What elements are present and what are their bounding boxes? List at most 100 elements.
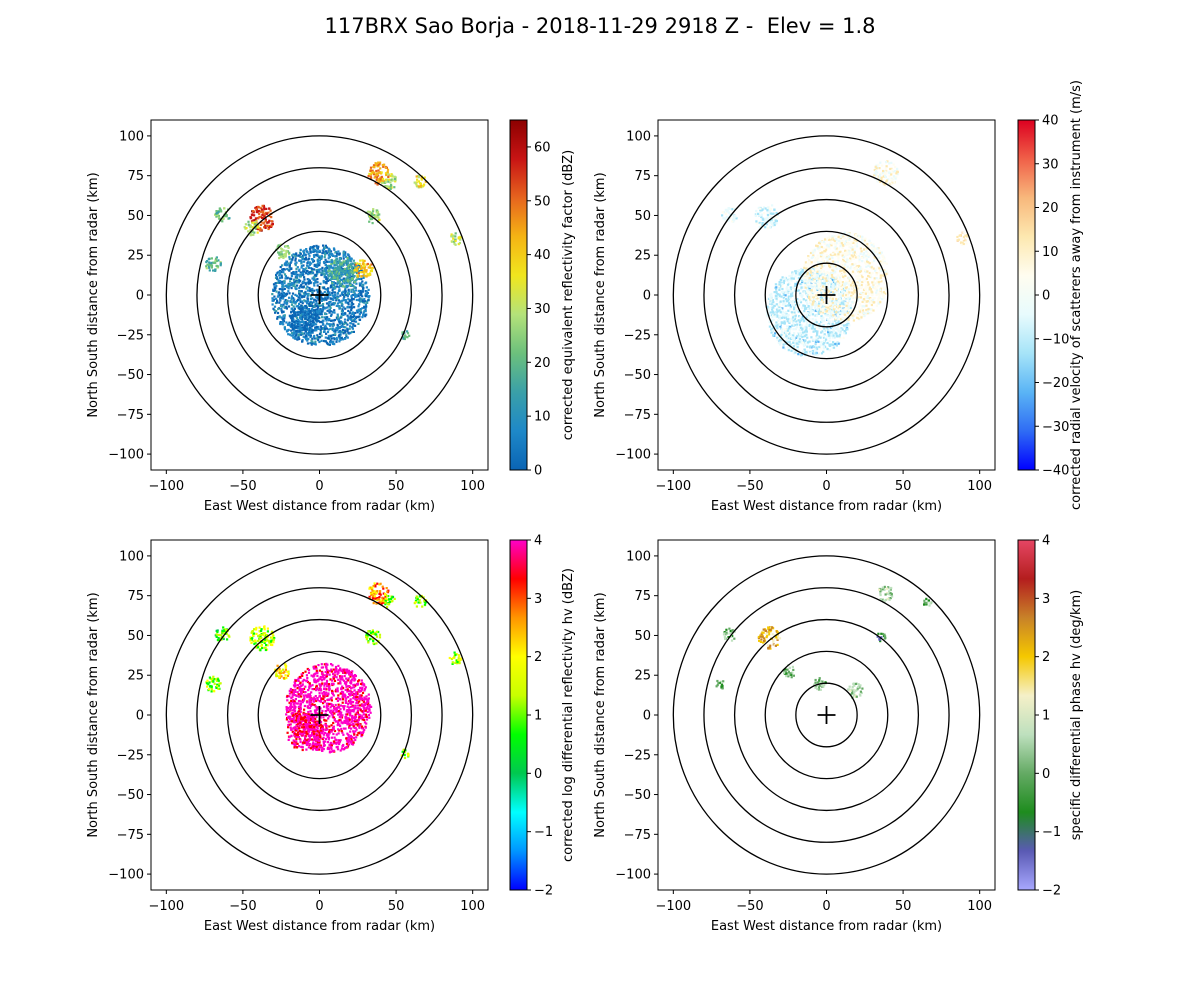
x-axis-label: East West distance from radar (km) (711, 919, 942, 934)
panel-specific_differential_phase: −100 −50 0 50 100 −100 −75 −50 −25 0 25 50 75 100 East… (593, 534, 1084, 935)
echo-cell (275, 243, 291, 260)
x-tick-label: 0 (822, 899, 830, 914)
y-tick-label: 25 (127, 669, 144, 684)
echo-cell (327, 256, 360, 288)
y-tick-label: −75 (624, 408, 651, 423)
y-tick-label: 0 (136, 709, 144, 724)
range-rings (672, 555, 981, 875)
echo-cell (847, 682, 864, 699)
range-ring (257, 230, 382, 360)
y-tick-label: 100 (626, 549, 651, 564)
echo-layer (205, 161, 462, 346)
range-ring (196, 587, 443, 843)
y-tick-label: −100 (615, 448, 651, 463)
x-tick-label: −50 (229, 479, 256, 494)
x-tick-label: 100 (967, 479, 992, 494)
x-tick-label: 50 (895, 479, 912, 494)
colorbar (509, 119, 528, 471)
colorbar-tick-label: 3 (534, 592, 542, 607)
echo-cell (413, 174, 427, 189)
x-tick-label: 0 (315, 899, 323, 914)
y-tick-label: 25 (634, 249, 651, 264)
colorbar-tick-label: −2 (534, 884, 553, 899)
y-axis-label: North South distance from radar (km) (593, 592, 608, 837)
echo-cell (205, 256, 222, 272)
colorbar-tick-label: −1 (534, 825, 553, 840)
range-ring (672, 555, 981, 875)
colorbar-tick-label: 60 (534, 140, 551, 155)
figure-title: 117BRX Sao Borja - 2018-11-29 2918 Z - E… (324, 14, 876, 38)
y-tick-label: −50 (117, 788, 144, 803)
x-tick-label: −100 (655, 479, 691, 494)
y-tick-label: 50 (634, 629, 651, 644)
colorbar-tick-label: −20 (1042, 376, 1069, 391)
echo-cell (757, 626, 782, 650)
echo-cell (413, 594, 428, 608)
x-tick-label: −50 (229, 899, 256, 914)
echo-cell (286, 712, 324, 752)
range-ring (795, 262, 858, 328)
colorbar-label: corrected equivalent reflectivity factor… (561, 150, 576, 441)
echo-layer (205, 582, 462, 760)
colorbar-tick-label: 0 (534, 464, 542, 479)
x-tick-label: −50 (736, 899, 763, 914)
echo-cell (381, 173, 397, 190)
range-rings (165, 555, 474, 875)
x-tick-label: −50 (736, 479, 763, 494)
panel-corrected_reflectivity: −100 −50 0 50 100−100−75−50−250255075100East… (86, 119, 576, 514)
echo-cell (878, 585, 894, 603)
y-tick-label: 75 (634, 169, 651, 184)
echo-cell (285, 662, 373, 754)
echo-cell (782, 664, 795, 679)
echo-cell (450, 232, 462, 246)
range-ring (196, 167, 443, 423)
echo-cell (383, 594, 396, 609)
range-ring (795, 682, 858, 748)
y-tick-label: −100 (108, 868, 144, 883)
echo-cell (243, 220, 260, 237)
x-tick-label: 100 (460, 899, 485, 914)
y-axis-label: North South distance from radar (km) (86, 172, 101, 417)
colorbar-tick-label: 4 (1042, 534, 1050, 549)
y-tick-label: 25 (127, 249, 144, 264)
y-tick-label: 25 (634, 669, 651, 684)
y-tick-label: 0 (643, 289, 651, 304)
y-tick-label: −50 (624, 368, 651, 383)
y-tick-label: −50 (624, 788, 651, 803)
x-axis-label: East West distance from radar (km) (711, 499, 942, 514)
echo-cell (448, 651, 462, 665)
colorbar (1017, 539, 1036, 891)
colorbar (1017, 119, 1036, 471)
x-tick-label: 50 (388, 479, 405, 494)
colorbar-tick-label: 40 (534, 248, 551, 263)
range-ring (733, 198, 920, 392)
colorbar-label: specific differential phase hv (deg/km) (1069, 590, 1084, 840)
y-tick-label: −25 (117, 748, 144, 763)
range-ring (764, 650, 889, 780)
echo-cell (876, 632, 887, 643)
x-tick-label: 0 (315, 479, 323, 494)
range-ring (226, 198, 413, 392)
colorbar-tick-label: 0 (1042, 289, 1050, 304)
y-tick-label: 50 (127, 209, 144, 224)
y-tick-label: −25 (117, 328, 144, 343)
colorbar-tick-label: 30 (534, 302, 551, 317)
y-tick-label: 75 (127, 169, 144, 184)
colorbar-tick-label: 30 (1042, 157, 1059, 172)
colorbar-tick-label: 2 (534, 650, 542, 665)
y-axis-label: North South distance from radar (km) (593, 172, 608, 417)
y-tick-label: 0 (136, 289, 144, 304)
y-tick-label: −50 (117, 368, 144, 383)
y-tick-label: 100 (119, 549, 144, 564)
y-tick-label: 50 (127, 629, 144, 644)
y-tick-label: −100 (615, 868, 651, 883)
colorbar-tick-label: −30 (1042, 420, 1069, 435)
echo-cell (873, 160, 899, 186)
y-tick-label: 0 (643, 709, 651, 724)
x-tick-label: −100 (655, 899, 691, 914)
y-tick-label: 50 (634, 209, 651, 224)
echo-cell (956, 231, 969, 246)
colorbar-tick-label: −1 (1042, 825, 1061, 840)
y-tick-label: −75 (117, 408, 144, 423)
